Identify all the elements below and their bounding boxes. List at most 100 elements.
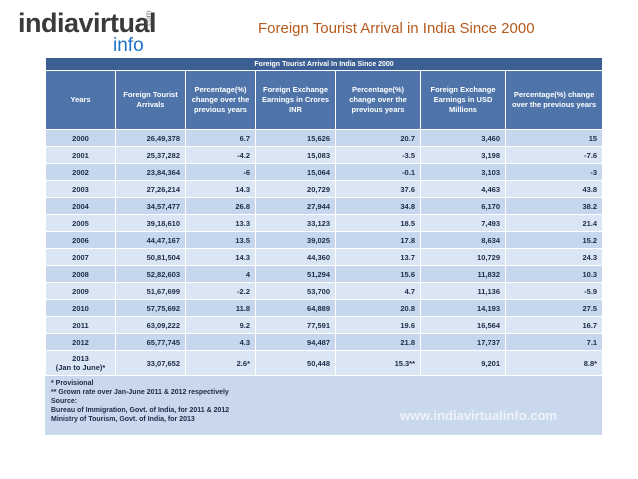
value-cell: 15.2 (504, 231, 604, 249)
value-cell: 15.3** (335, 350, 421, 376)
value-cell: 13.3 (185, 214, 256, 232)
value-cell: 39,025 (255, 231, 336, 249)
table-row: 2008 52,82,603 4 51,294 15.6 11,832 10.3 (45, 265, 604, 283)
year-cell: 2001 (45, 146, 116, 164)
value-cell: 94,487 (255, 333, 336, 351)
table-row: 2011 63,09,222 9.2 77,591 19.6 16,564 16.7 (45, 316, 604, 334)
value-cell: 57,75,692 (115, 299, 186, 317)
year-cell: 2003 (45, 180, 116, 198)
year-line: 2013 (72, 354, 89, 363)
value-cell: 25,37,282 (115, 146, 186, 164)
table-title: Foreign Tourist Arrival In India Since 2… (44, 57, 604, 71)
value-cell: 21.4 (504, 214, 604, 232)
value-cell: 3,198 (420, 146, 506, 164)
table-row: 2000 26,49,378 6.7 15,626 20.7 3,460 15 (45, 129, 604, 147)
column-header: Years (45, 70, 116, 130)
value-cell: 8.8* (504, 350, 604, 376)
value-cell: 37.6 (335, 180, 421, 198)
year-cell: 2005 (45, 214, 116, 232)
table-row: 2005 39,18,610 13.3 33,123 18.5 7,493 21.4 (45, 214, 604, 232)
table-head: Foreign Tourist Arrival In India Since 2… (44, 57, 604, 130)
logo-main: indiavirtual (18, 8, 157, 38)
value-cell: -3.5 (335, 146, 421, 164)
value-cell: -5.9 (504, 282, 604, 300)
value-cell: 33,07,652 (115, 350, 186, 376)
value-cell: 38.2 (504, 197, 604, 215)
column-header: Foreign Exchange Earnings in Crores INR (255, 70, 336, 130)
table-row: 2004 34,57,477 26.8 27,944 34.8 6,170 38.2 (45, 197, 604, 215)
logo: indiavirtual info .com (18, 8, 168, 58)
value-cell: 15,083 (255, 146, 336, 164)
value-cell: 13.7 (335, 248, 421, 266)
value-cell: 9.2 (185, 316, 256, 334)
value-cell: 23,84,364 (115, 163, 186, 181)
value-cell: 4,463 (420, 180, 506, 198)
column-header: Foreign Exchange Earnings in USD Million… (420, 70, 506, 130)
column-header: Foreign Tourist Arrivals (115, 70, 186, 130)
column-header: Percentage(%) change over the previous y… (185, 70, 256, 130)
value-cell: 11,136 (420, 282, 506, 300)
value-cell: 20.7 (335, 129, 421, 147)
year-cell: 2010 (45, 299, 116, 317)
value-cell: 34.8 (335, 197, 421, 215)
value-cell: 39,18,610 (115, 214, 186, 232)
slide-title: Foreign Tourist Arrival in India Since 2… (258, 20, 535, 37)
value-cell: -0.1 (335, 163, 421, 181)
value-cell: 9,201 (420, 350, 506, 376)
year-cell: 2012 (45, 333, 116, 351)
table-image: Foreign Tourist Arrival In India Since 2… (44, 57, 604, 435)
value-cell: 19.6 (335, 316, 421, 334)
value-cell: 15,064 (255, 163, 336, 181)
table-row: 2013 (Jan to June)* 33,07,652 2.6* 50,448 15.… (45, 350, 604, 376)
value-cell: 16,564 (420, 316, 506, 334)
value-cell: 15.6 (335, 265, 421, 283)
watermark: www.indiavirtualinfo.com (400, 408, 557, 424)
value-cell: 14,193 (420, 299, 506, 317)
value-cell: -6 (185, 163, 256, 181)
year-cell: 2006 (45, 231, 116, 249)
title-row: Foreign Tourist Arrival In India Since 2… (44, 57, 604, 71)
value-cell: 34,57,477 (115, 197, 186, 215)
note-line: Ministry of Tourism, Govt. of India, for… (51, 416, 195, 424)
year-cell: 2011 (45, 316, 116, 334)
note-line: Bureau of Immigration, Govt. of India, f… (51, 407, 230, 415)
table-row: 2010 57,75,692 11.8 64,889 20.8 14,193 27.5 (45, 299, 604, 317)
value-cell: 14.3 (185, 180, 256, 198)
header-row: Years Foreign Tourist Arrivals Percentage(… (45, 70, 604, 130)
year-cell: 2013 (Jan to June)* (45, 350, 116, 376)
column-header: Percentage(%) change over the previous y… (335, 70, 421, 130)
value-cell: 50,81,504 (115, 248, 186, 266)
value-cell: 64,889 (255, 299, 336, 317)
value-cell: 65,77,745 (115, 333, 186, 351)
notes: www.indiavirtualinfo.com * Provisional **… (45, 376, 602, 435)
value-cell: 53,700 (255, 282, 336, 300)
value-cell: 27,26,214 (115, 180, 186, 198)
value-cell: 16.7 (504, 316, 604, 334)
table-row: 2002 23,84,364 -6 15,064 -0.1 3,103 -3 (45, 163, 604, 181)
table-row: 2006 44,47,167 13.5 39,025 17.8 8,634 15.2 (45, 231, 604, 249)
year-cell: 2004 (45, 197, 116, 215)
value-cell: 33,123 (255, 214, 336, 232)
value-cell: 6.7 (185, 129, 256, 147)
year-cell: 2008 (45, 265, 116, 283)
value-cell: 17,737 (420, 333, 506, 351)
logo-domain: .com (144, 10, 153, 28)
note-line: ** Grown rate over Jan-June 2011 & 2012 … (51, 389, 229, 397)
value-cell: 4.3 (185, 333, 256, 351)
year-cell: 2009 (45, 282, 116, 300)
value-cell: 27.5 (504, 299, 604, 317)
value-cell: 15 (504, 129, 604, 147)
value-cell: 20,729 (255, 180, 336, 198)
value-cell: 4.7 (335, 282, 421, 300)
value-cell: 43.8 (504, 180, 604, 198)
value-cell: 13.5 (185, 231, 256, 249)
value-cell: 52,82,603 (115, 265, 186, 283)
data-table: Foreign Tourist Arrival In India Since 2… (44, 57, 604, 376)
note-line: Source: (51, 398, 78, 406)
value-cell: 7.1 (504, 333, 604, 351)
value-cell: 15,626 (255, 129, 336, 147)
table-row: 2012 65,77,745 4.3 94,487 21.8 17,737 7.1 (45, 333, 604, 351)
table-body: 2000 26,49,378 6.7 15,626 20.7 3,460 15 2001 25,… (45, 129, 604, 376)
table-row: 2009 51,67,699 -2.2 53,700 4.7 11,136 -5.9 (45, 282, 604, 300)
